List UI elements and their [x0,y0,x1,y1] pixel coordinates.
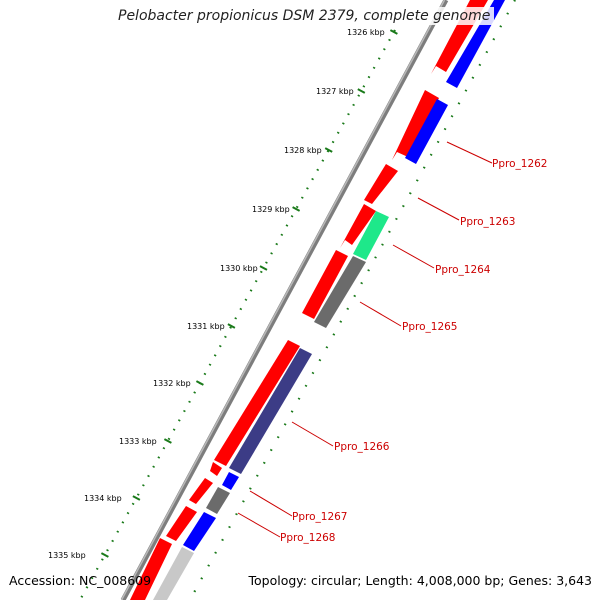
ruler-tick-label: 1328 kbp [284,146,322,155]
accession-info: Accession: NC_008609 [9,573,151,588]
gene-label[interactable]: Ppro_1267 [292,511,347,523]
gene-label[interactable]: Ppro_1262 [492,158,547,170]
ruler-tick-label: 1332 kbp [153,379,191,388]
genes-value: 3,643 [556,573,592,588]
gene-label[interactable]: Ppro_1263 [460,216,515,228]
cds-feature-gray[interactable] [206,487,230,514]
ruler-tick-label: 1330 kbp [220,264,258,273]
cds-feature-gray[interactable] [314,256,366,328]
ruler-tick-label: 1335 kbp [48,551,86,560]
accession-value: NC_008609 [79,573,152,588]
ruler-tick-mark [324,147,333,153]
gene-label-leaders [237,141,493,538]
ruler-tick-mark [227,323,236,329]
genome-backbone [120,0,449,600]
ruler-tick-mark [389,29,398,35]
cds-feature-light-gray[interactable] [153,547,194,600]
forward-feature-arrow[interactable] [392,90,439,160]
ruler-tick-label: 1327 kbp [316,87,354,96]
map-title: Pelobacter propionicus DSM 2379, complet… [114,7,495,25]
forward-feature-arrow[interactable] [302,250,348,319]
gene-label[interactable]: Ppro_1266 [334,441,390,453]
forward-feature-arrow[interactable] [130,538,172,600]
forward-feature-arrow[interactable] [340,204,376,248]
ruler-tick-mark [163,438,172,444]
forward-strand-features [130,0,488,600]
ruler-tick-mark [132,495,141,501]
cds-feature-blue[interactable] [183,512,216,551]
forward-feature-arrow[interactable] [210,462,222,476]
ruler-tick-mark [259,265,268,271]
genes-label: Genes: [508,573,553,588]
ruler-tick-labels: 1326 kbp 1327 kbp 1328 kbp 1329 kbp 1330… [48,28,385,560]
length-label: Length: [365,573,413,588]
ruler-tick-mark [357,88,366,94]
cds-feature-slate[interactable] [229,348,312,474]
gene-label[interactable]: Ppro_1264 [435,264,491,276]
genome-stats: Topology: circular; Length: 4,008,000 bp; Ge… [248,573,592,588]
forward-feature-arrow[interactable] [364,164,398,204]
ruler-ticks [100,29,398,558]
topology-value: circular; [310,573,362,588]
ruler-tick-label: 1329 kbp [252,205,290,214]
cds-feature-blue[interactable] [405,99,448,164]
gene-labels: Ppro_1262 Ppro_1263 Ppro_1264 Ppro_1265 … [280,158,547,544]
forward-feature-arrow[interactable] [166,506,197,541]
ruler-tick-label: 1334 kbp [84,494,122,503]
ruler-tick-label: 1326 kbp [347,28,385,37]
cds-feature-blue[interactable] [222,472,239,490]
ruler-tick-mark [195,380,204,386]
gene-label[interactable]: Ppro_1268 [280,532,335,544]
gene-label[interactable]: Ppro_1265 [402,321,457,333]
length-value: 4,008,000 bp; [416,573,505,588]
forward-feature-arrow[interactable] [189,478,213,504]
forward-feature-arrow[interactable] [214,340,300,466]
ruler-tick-mark [292,206,301,212]
topology-label: Topology: [248,573,307,588]
ruler-tick-label: 1331 kbp [187,322,225,331]
ruler-tick-label: 1333 kbp [119,437,157,446]
accession-label: Accession: [9,573,76,588]
ruler-tick-mark [100,552,109,558]
cds-feature-green[interactable] [353,211,389,260]
